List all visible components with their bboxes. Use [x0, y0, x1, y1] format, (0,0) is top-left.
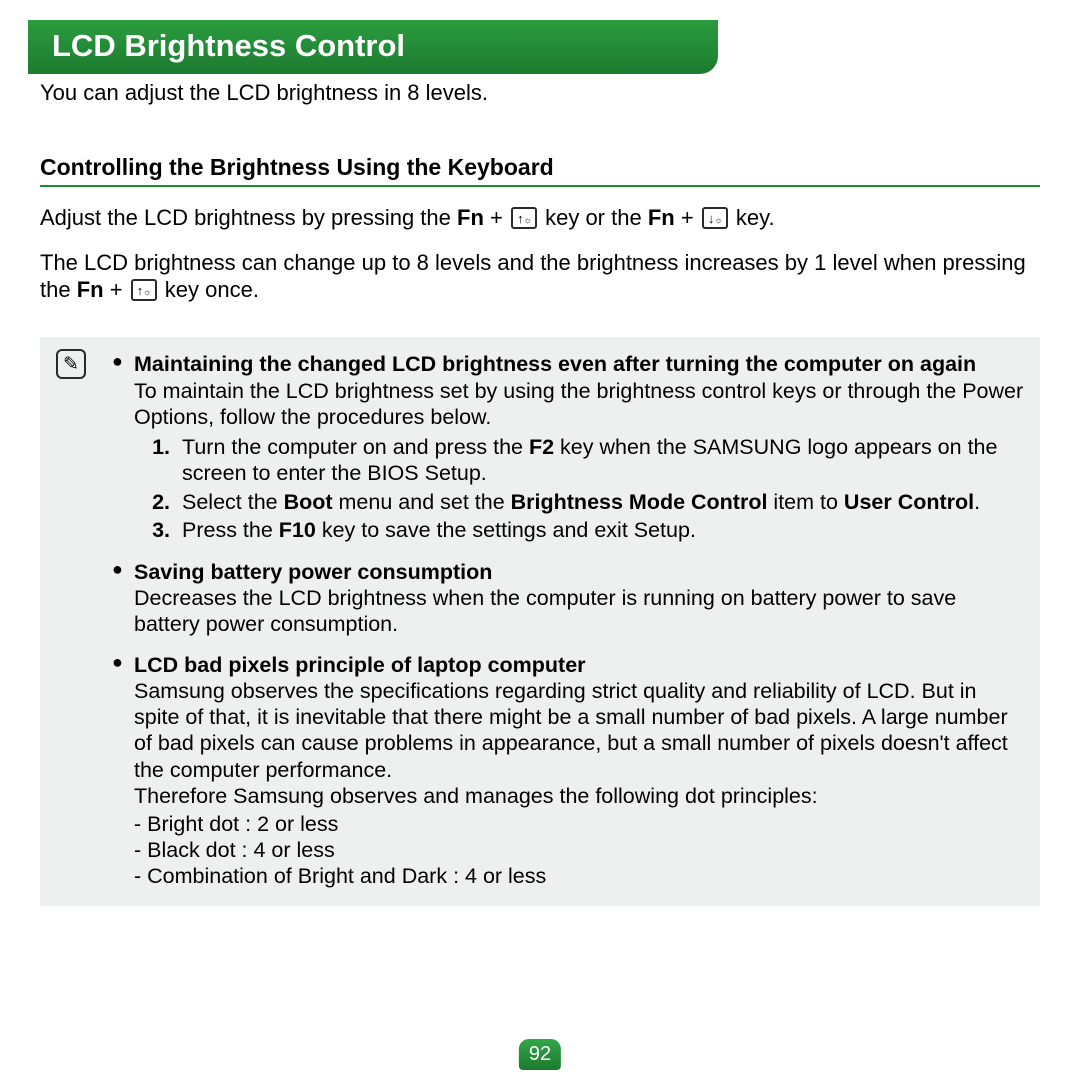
note-s3-dash3: - Combination of Bright and Dark : 4 or …: [134, 863, 1024, 889]
note-content: ● Maintaining the changed LCD brightness…: [112, 351, 1024, 889]
note-section-3: ● LCD bad pixels principle of laptop com…: [112, 652, 1024, 890]
section-heading: Controlling the Brightness Using the Key…: [40, 154, 1040, 187]
page-title-bar: LCD Brightness Control: [28, 20, 718, 74]
note-s1-step-1: Turn the computer on and press the F2 ke…: [176, 434, 1024, 486]
para1-end: key.: [730, 205, 775, 230]
intro-text: You can adjust the LCD brightness in 8 l…: [40, 80, 1046, 106]
note-section-1: ● Maintaining the changed LCD brightness…: [112, 351, 1024, 545]
plus-1: +: [484, 205, 509, 230]
note-s3-dash2: - Black dot : 4 or less: [134, 837, 1024, 863]
para1-pre: Adjust the LCD brightness by pressing th…: [40, 205, 457, 230]
note-s3-dash1: - Bright dot : 2 or less: [134, 811, 1024, 837]
note-s2-title: Saving battery power consumption: [134, 560, 492, 584]
page-number: 92: [529, 1043, 551, 1065]
note-pencil-icon: ✎: [56, 349, 86, 379]
note-s3-title: LCD bad pixels principle of laptop compu…: [134, 653, 586, 677]
note-s3-body2: Therefore Samsung observes and manages t…: [134, 784, 818, 808]
fn-key-label: Fn: [457, 205, 484, 230]
page-title: LCD Brightness Control: [52, 28, 405, 63]
brightness-up-key-icon: ↑☼: [511, 207, 537, 229]
paragraph-2: The LCD brightness can change up to 8 le…: [40, 250, 1036, 304]
note-s2-body: Decreases the LCD brightness when the co…: [134, 586, 956, 636]
note-s1-step-2: Select the Boot menu and set the Brightn…: [176, 489, 1024, 515]
bullet-icon: ●: [112, 351, 134, 545]
note-box: ✎ ● Maintaining the changed LCD brightne…: [40, 337, 1040, 905]
fn-key-label-2: Fn: [648, 205, 675, 230]
brightness-up-key-icon-2: ↑☼: [131, 279, 157, 301]
bullet-icon: ●: [112, 559, 134, 638]
para2-end: key once.: [159, 277, 259, 302]
brightness-down-key-icon: ↓☼: [702, 207, 728, 229]
fn-key-label-3: Fn: [77, 277, 104, 302]
plus-2: +: [675, 205, 700, 230]
note-s1-step-3: Press the F10 key to save the settings a…: [176, 517, 1024, 543]
page-number-badge: 92: [519, 1039, 561, 1070]
note-section-2: ● Saving battery power consumption Decre…: [112, 559, 1024, 638]
note-s1-body: To maintain the LCD brightness set by us…: [134, 379, 1023, 429]
plus-3: +: [104, 277, 129, 302]
note-s3-body1: Samsung observes the specifications rega…: [134, 679, 1008, 782]
para1-mid: key or the: [539, 205, 648, 230]
note-s1-title: Maintaining the changed LCD brightness e…: [134, 352, 976, 376]
bullet-icon: ●: [112, 652, 134, 890]
paragraph-1: Adjust the LCD brightness by pressing th…: [40, 205, 1036, 232]
